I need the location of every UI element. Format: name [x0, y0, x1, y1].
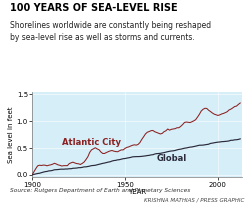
- Y-axis label: Sea level in feet: Sea level in feet: [8, 106, 14, 163]
- Text: Source: Rutgers Department of Earth and Planetary Sciences: Source: Rutgers Department of Earth and …: [10, 188, 190, 193]
- Text: 100 YEARS OF SEA-LEVEL RISE: 100 YEARS OF SEA-LEVEL RISE: [10, 3, 178, 13]
- Text: Atlantic City: Atlantic City: [62, 138, 121, 147]
- Text: KRISHNA MATHIAS / PRESS GRAPHIC: KRISHNA MATHIAS / PRESS GRAPHIC: [144, 198, 245, 203]
- X-axis label: YEAR: YEAR: [128, 189, 146, 195]
- Text: Global: Global: [157, 154, 187, 163]
- Text: Shorelines worldwide are constantly being reshaped
by sea-level rise as well as : Shorelines worldwide are constantly bein…: [10, 21, 211, 42]
